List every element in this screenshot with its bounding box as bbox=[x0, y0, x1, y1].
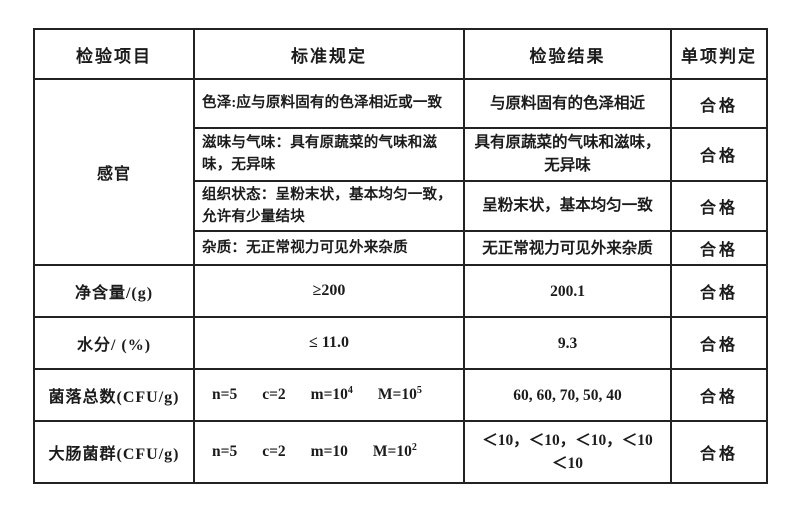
result-cell-net-content: 200.1 bbox=[463, 264, 672, 319]
item-cell-total-plate-count: 菌落总数(CFU/g) bbox=[33, 368, 195, 423]
header-inspection-item: 检验项目 bbox=[33, 28, 195, 80]
verdict-cell-texture: 合格 bbox=[670, 179, 768, 233]
inspection-table: 检验项目 标准规定 检验结果 单项判定 感官 色泽:应与原料固有的色泽相近或一致… bbox=[33, 28, 768, 485]
verdict-cell-net-content: 合格 bbox=[670, 264, 768, 319]
param-m: m=104 bbox=[310, 385, 353, 404]
param-n: n=5 bbox=[212, 386, 238, 404]
result-cell-total-plate-count: 60, 60, 70, 50, 40 bbox=[463, 368, 672, 423]
standard-cell-impurity: 杂质：无正常视力可见外来杂质 bbox=[193, 230, 465, 267]
param-n: n=5 bbox=[212, 443, 238, 461]
standard-cell-color: 色泽:应与原料固有的色泽相近或一致 bbox=[193, 78, 465, 129]
sensory-row-impurity: 杂质：无正常视力可见外来杂质 无正常视力可见外来杂质 合格 bbox=[34, 230, 768, 267]
standard-cell-moisture: ≤ 11.0 bbox=[193, 316, 465, 371]
row-moisture: 水分/ (%) ≤ 11.0 9.3 合格 bbox=[33, 316, 768, 371]
verdict-cell-taste-odor: 合格 bbox=[670, 127, 768, 182]
param-m: m=10 bbox=[310, 443, 348, 461]
item-cell-moisture: 水分/ (%) bbox=[33, 316, 195, 371]
param-M: M=102 bbox=[372, 442, 417, 461]
result-cell-moisture: 9.3 bbox=[463, 316, 672, 371]
row-coliforms: 大肠菌群(CFU/g) n=5 c=2 m=10 M=102 ＜10，＜10，＜10，… bbox=[33, 420, 768, 485]
row-total-plate-count: 菌落总数(CFU/g) n=5 c=2 m=104 M=105 60, 60, 70,… bbox=[33, 368, 768, 423]
header-verdict: 单项判定 bbox=[670, 28, 768, 80]
param-c: c=2 bbox=[262, 443, 286, 461]
verdict-cell-total-plate-count: 合格 bbox=[670, 368, 768, 423]
result-cell-color: 与原料固有的色泽相近 bbox=[463, 78, 672, 129]
sensory-row-color: 感官 色泽:应与原料固有的色泽相近或一致 与原料固有的色泽相近 合格 bbox=[33, 77, 768, 267]
result-cell-impurity: 无正常视力可见外来杂质 bbox=[463, 230, 672, 267]
header-standard: 标准规定 bbox=[193, 28, 465, 80]
sensory-row-taste-odor: 滋味与气味：具有原蔬菜的气味和滋味，无异味 具有原蔬菜的气味和滋味， 无异味 合… bbox=[34, 127, 768, 182]
result-cell-taste-odor: 具有原蔬菜的气味和滋味， 无异味 bbox=[463, 127, 672, 182]
result-cell-coliforms: ＜10，＜10，＜10，＜10 ＜10 bbox=[463, 420, 672, 485]
row-net-content: 净含量/(g) ≥200 200.1 合格 bbox=[33, 264, 768, 319]
standard-cell-coliforms: n=5 c=2 m=10 M=102 bbox=[193, 420, 465, 485]
item-cell-coliforms: 大肠菌群(CFU/g) bbox=[33, 420, 195, 485]
standard-cell-net-content: ≥200 bbox=[193, 264, 465, 319]
item-cell-net-content: 净含量/(g) bbox=[33, 264, 195, 319]
param-M: M=105 bbox=[377, 385, 422, 404]
header-row: 检验项目 标准规定 检验结果 单项判定 bbox=[33, 28, 768, 80]
sensory-row-texture: 组织状态：呈粉末状，基本均匀一致，允许有少量结块 呈粉末状，基本均匀一致 合格 bbox=[34, 179, 768, 233]
param-M-exponent: 2 bbox=[411, 442, 417, 454]
header-result: 检验结果 bbox=[463, 28, 672, 80]
verdict-cell-impurity: 合格 bbox=[670, 230, 768, 267]
param-c: c=2 bbox=[262, 386, 286, 404]
param-M-exponent: 5 bbox=[416, 385, 422, 397]
result-cell-texture: 呈粉末状，基本均匀一致 bbox=[463, 179, 672, 233]
verdict-cell-moisture: 合格 bbox=[670, 316, 768, 371]
verdict-cell-coliforms: 合格 bbox=[670, 420, 768, 485]
verdict-cell-color: 合格 bbox=[670, 78, 768, 129]
param-m-exponent: 4 bbox=[347, 385, 353, 397]
standard-cell-taste-odor: 滋味与气味：具有原蔬菜的气味和滋味，无异味 bbox=[193, 127, 465, 182]
sensory-item-label: 感官 bbox=[33, 77, 195, 267]
standard-cell-texture: 组织状态：呈粉末状，基本均匀一致，允许有少量结块 bbox=[193, 179, 465, 233]
standard-cell-total-plate-count: n=5 c=2 m=104 M=105 bbox=[193, 368, 465, 423]
